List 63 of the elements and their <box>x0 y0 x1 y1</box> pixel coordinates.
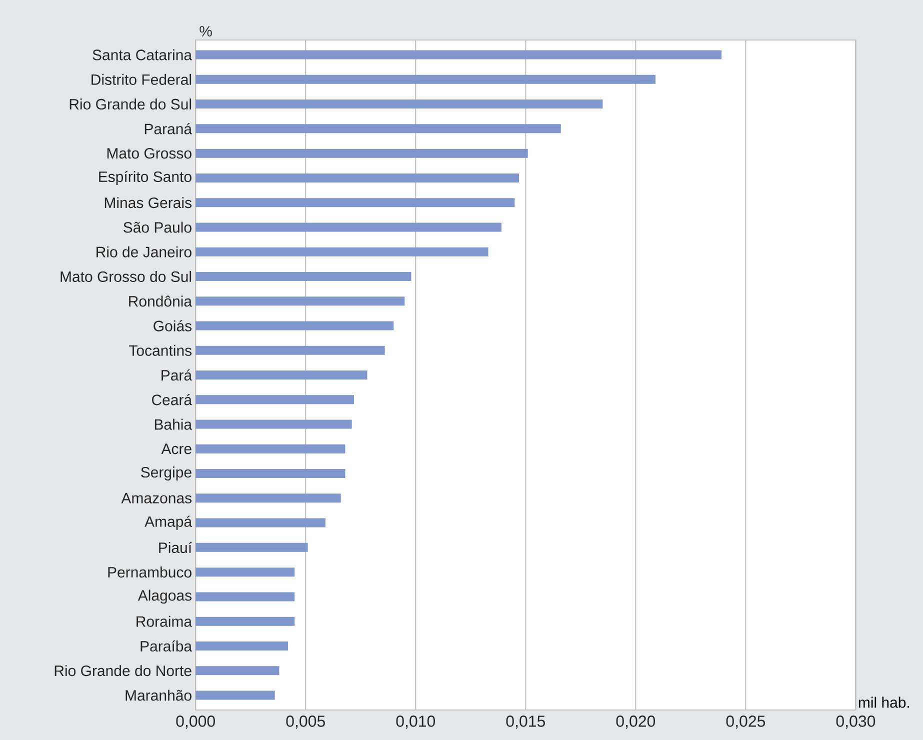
y-tick-label: Mato Grosso do Sul <box>60 270 192 282</box>
bar <box>196 50 722 60</box>
x-tick-label: 0,010 <box>396 716 436 729</box>
y-tick-label: Distrito Federal <box>92 74 192 85</box>
x-tick-label: 0,030 <box>836 716 876 729</box>
bar <box>196 100 603 109</box>
bar <box>196 518 326 528</box>
y-tick-label: Ceará <box>152 394 192 406</box>
y-tick-label: Paraíba <box>140 640 192 652</box>
x-axis-title: mil hab. <box>858 696 910 708</box>
y-tick-label: Rondônia <box>129 296 192 307</box>
y-tick-label: Goiás <box>154 320 192 332</box>
y-tick-label: Tocantins <box>129 344 192 356</box>
bar <box>196 542 308 552</box>
bar <box>196 296 405 306</box>
bar <box>196 469 346 478</box>
bar <box>196 420 352 429</box>
y-tick-label: Amapá <box>144 516 192 530</box>
bar <box>196 592 295 602</box>
y-tick-label: Amazonas <box>121 492 192 504</box>
y-tick-label: São Paulo <box>124 222 192 233</box>
bar <box>196 616 295 626</box>
bar <box>196 666 280 676</box>
y-tick-label: Rio de Janeiro <box>96 246 192 258</box>
y-tick-label: Rio Grande do Norte <box>54 665 192 676</box>
y-tick-label: Pará <box>162 369 192 381</box>
y-tick-label: Bahia <box>154 418 192 430</box>
bar <box>196 641 288 650</box>
bar <box>196 494 341 503</box>
y-tick-label: Sergipe <box>141 466 192 481</box>
bar <box>196 346 385 355</box>
x-tick-label: 0,020 <box>616 716 656 729</box>
x-tick-label: 0,000 <box>176 716 215 729</box>
bar <box>196 74 656 84</box>
bar <box>196 173 520 182</box>
y-tick-label: Maranhão <box>126 690 192 701</box>
bar <box>196 198 515 208</box>
bar <box>196 222 502 232</box>
y-tick-label: Paraná <box>144 123 192 134</box>
y-tick-label: Espírito Santo <box>99 170 192 186</box>
bar <box>196 148 528 158</box>
y-tick-label: Santa Catarina <box>92 49 192 60</box>
y-tick-label: Mato Grosso <box>107 148 192 159</box>
bar <box>196 321 394 330</box>
bar <box>196 272 412 281</box>
bar <box>196 395 354 404</box>
text: % <box>200 26 212 36</box>
bar <box>196 124 561 134</box>
y-tick-label: Piauí <box>159 542 192 554</box>
x-tick-label: 0,005 <box>286 716 325 729</box>
y-tick-label: Minas Gerais <box>104 197 192 208</box>
bar <box>196 690 275 700</box>
bar <box>196 370 368 380</box>
bar <box>196 247 488 256</box>
x-tick-label: 0,015 <box>506 716 545 729</box>
y-tick-label: Roraima <box>136 616 192 627</box>
bar <box>196 568 295 577</box>
y-tick-label: Acre <box>161 444 192 454</box>
y-tick-label: Rio Grande do Sul <box>70 98 192 110</box>
y-tick-label: Alagoas <box>138 590 192 604</box>
y-tick-label: Pernambuco <box>108 566 192 578</box>
x-tick-label: 0,025 <box>726 716 766 729</box>
bar <box>196 444 346 454</box>
